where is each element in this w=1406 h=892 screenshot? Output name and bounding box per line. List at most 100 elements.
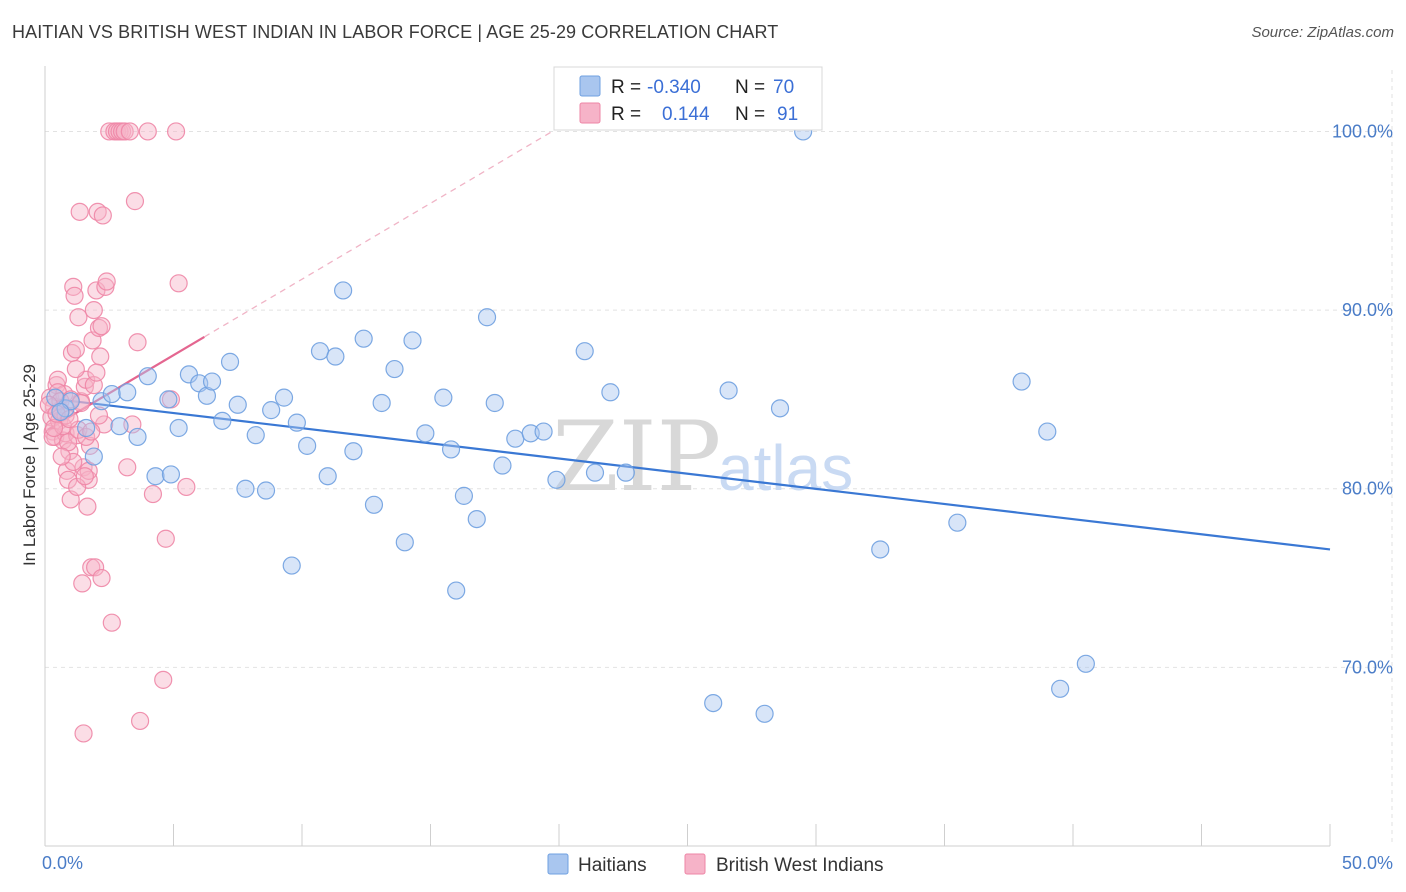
british-west-indian-point bbox=[143, 484, 163, 504]
haitian-point bbox=[118, 383, 137, 402]
haitian-point bbox=[616, 463, 635, 482]
haitian-point bbox=[1076, 654, 1095, 673]
haitian-point bbox=[197, 386, 217, 405]
british-west-indian-point bbox=[70, 202, 89, 221]
haitian-point bbox=[51, 402, 70, 422]
haitian-point bbox=[385, 359, 404, 379]
british-west-indian-point bbox=[65, 286, 84, 305]
haitian-point bbox=[246, 426, 265, 445]
british-west-indian-point bbox=[82, 422, 101, 441]
british-west-indian-point bbox=[87, 363, 106, 382]
correlation-legend: R = -0.340 N = 70 R = 0.144 N = 91 bbox=[553, 66, 823, 131]
y-tick-labels: 70.0% 80.0% 90.0% 100.0% bbox=[1332, 121, 1393, 677]
legend-n-value-haitians: 70 bbox=[773, 77, 794, 98]
haitian-point bbox=[236, 479, 255, 498]
watermark: ZIP atlas bbox=[552, 401, 853, 513]
y-tick-label: 80.0% bbox=[1342, 479, 1393, 499]
haitian-point bbox=[1038, 422, 1057, 441]
haitian-point bbox=[298, 436, 317, 455]
haitian-point bbox=[1012, 372, 1031, 391]
watermark-atlas: atlas bbox=[718, 432, 853, 504]
british-west-indian-point bbox=[89, 406, 109, 425]
haitian-point bbox=[310, 342, 330, 361]
haitian-point bbox=[493, 456, 512, 475]
haitian-point bbox=[372, 393, 391, 413]
british-west-indian-point bbox=[52, 447, 71, 466]
british-west-indian-point bbox=[130, 711, 150, 731]
haitian-point bbox=[434, 388, 453, 407]
haitian-point bbox=[454, 486, 474, 505]
british-west-indian-point bbox=[92, 317, 111, 336]
haitian-point bbox=[46, 388, 65, 407]
legend-n-label: N = bbox=[735, 77, 765, 98]
legend-r-value-british-west-indians: 0.144 bbox=[662, 104, 710, 125]
x-tick-labels: 0.0% 50.0% bbox=[42, 853, 1393, 873]
x-tick-label-min: 0.0% bbox=[42, 853, 83, 873]
haitian-point bbox=[84, 447, 103, 466]
haitian-point bbox=[403, 331, 422, 350]
haitian-point bbox=[202, 372, 222, 391]
british-west-indian-point bbox=[156, 529, 175, 548]
haitian-point bbox=[102, 384, 121, 404]
haitian-point bbox=[220, 352, 240, 371]
british-west-indian-point bbox=[84, 300, 103, 320]
british-west-indian-point bbox=[115, 122, 134, 141]
british-west-indian-point bbox=[80, 436, 100, 455]
haitian-point bbox=[447, 581, 466, 600]
haitian-point bbox=[354, 329, 373, 348]
british-west-indian-point bbox=[86, 558, 105, 577]
british-west-indian-point bbox=[73, 574, 92, 593]
y-tick-label: 90.0% bbox=[1342, 300, 1393, 320]
british-west-indian-point bbox=[154, 670, 173, 689]
haitian-point bbox=[146, 467, 165, 486]
british-west-indian-point bbox=[88, 202, 107, 221]
haitian-point bbox=[159, 390, 178, 409]
y-tick-label: 100.0% bbox=[1332, 121, 1393, 141]
haitian-point bbox=[77, 418, 96, 438]
haitian-point bbox=[287, 413, 306, 432]
haitian-point bbox=[128, 427, 147, 447]
haitian-point bbox=[161, 465, 181, 484]
haitian-point bbox=[755, 704, 774, 723]
haitian-point bbox=[344, 442, 363, 461]
haitian-point bbox=[395, 533, 414, 552]
british-west-indian-point bbox=[120, 122, 139, 141]
british-west-indian-point bbox=[64, 452, 83, 472]
british-west-indian-point bbox=[78, 497, 97, 516]
british-west-indian-point bbox=[100, 122, 119, 141]
haitian-point bbox=[547, 470, 566, 489]
legend-label-haitians: Haitians bbox=[578, 855, 647, 876]
legend-swatch-british-west-indians bbox=[684, 853, 706, 875]
legend-swatch-british-west-indians bbox=[579, 102, 601, 124]
haitian-point bbox=[262, 401, 281, 420]
british-west-indian-point bbox=[44, 418, 64, 438]
haitian-point bbox=[256, 481, 276, 500]
watermark-zip: ZIP bbox=[552, 401, 721, 513]
haitian-point bbox=[416, 424, 435, 443]
y-tick-label: 70.0% bbox=[1342, 657, 1393, 677]
legend-n-value-british-west-indians: 91 bbox=[777, 104, 798, 125]
grid-lines bbox=[45, 70, 1393, 846]
source-label: Source: ZipAtlas.com bbox=[1251, 24, 1394, 41]
haitian-point bbox=[477, 308, 497, 327]
haitian-point bbox=[110, 417, 129, 436]
legend-swatch-haitians bbox=[547, 853, 569, 875]
haitian-point bbox=[326, 347, 345, 366]
haitian-point bbox=[719, 381, 738, 400]
haitian-point bbox=[92, 392, 111, 411]
british-west-indian-point bbox=[102, 613, 121, 632]
haitian-point bbox=[1051, 679, 1070, 698]
legend-r-label: R = bbox=[611, 104, 641, 125]
haitian-point bbox=[318, 467, 337, 486]
british-west-indian-point bbox=[74, 724, 93, 743]
british-west-indian-point bbox=[66, 359, 85, 379]
legend-r-value-haitians: -0.340 bbox=[647, 77, 701, 98]
british-west-indian-point bbox=[128, 333, 147, 352]
british-west-indian-point bbox=[92, 568, 111, 588]
x-tick-label-max: 50.0% bbox=[1342, 853, 1393, 873]
british-west-indian-point bbox=[93, 206, 112, 225]
haitian-point bbox=[506, 429, 525, 448]
british-west-indian-point bbox=[66, 340, 85, 359]
haitian-point bbox=[534, 422, 553, 441]
